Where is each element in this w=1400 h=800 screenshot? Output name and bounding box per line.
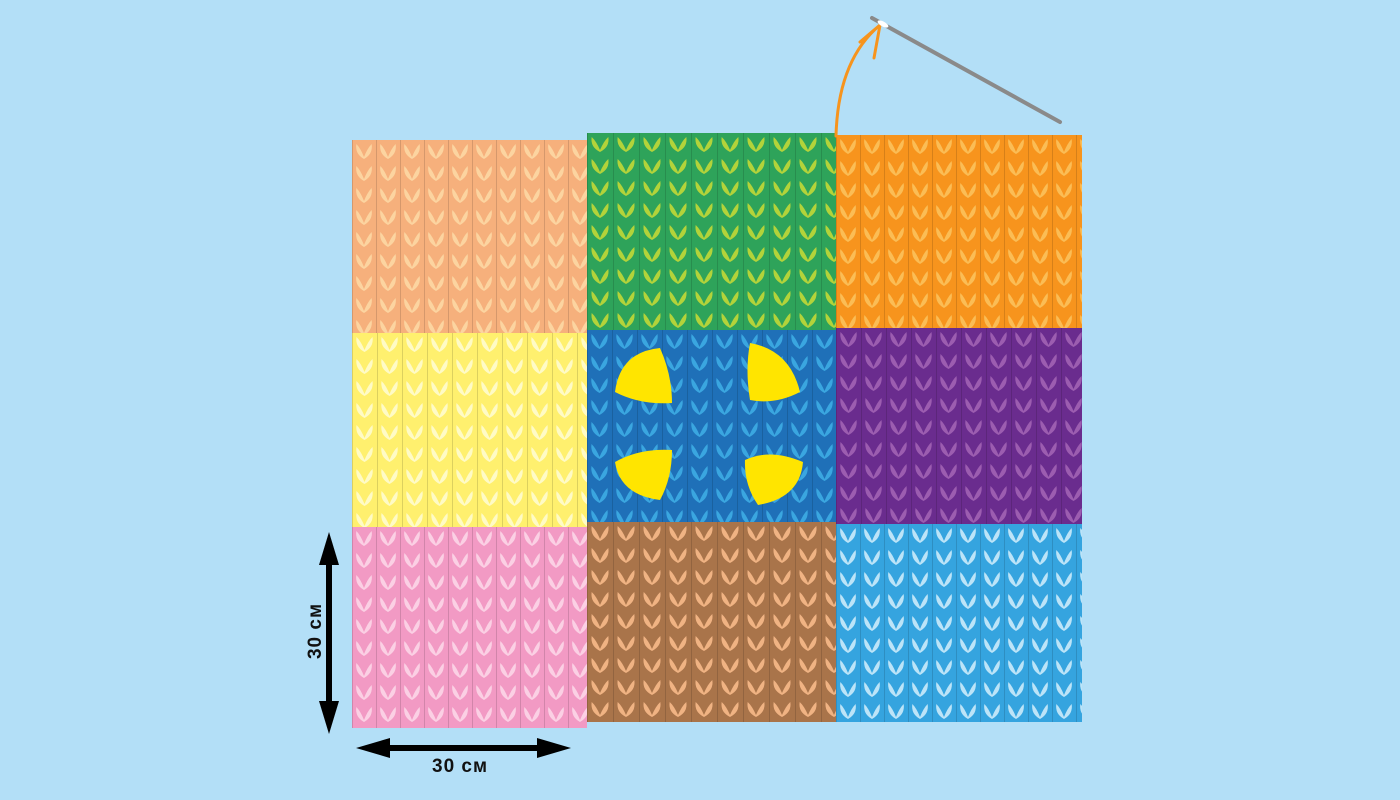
height-arrow [319,532,339,734]
needle-icon [870,16,1062,124]
thread [834,23,882,138]
yellow-patch [615,348,672,404]
needle-eye [877,20,889,28]
yellow-patch [744,454,803,505]
width-arrow [356,738,571,758]
yellow-accents [615,343,803,505]
width-label: 30 см [432,756,489,777]
square-green [587,133,836,330]
square-yellow [352,333,587,527]
square-sky [836,524,1082,722]
height-label: 30 см [305,602,326,660]
square-purple [836,328,1082,524]
square-pink [352,527,587,728]
square-blue [587,330,836,522]
square-orange [836,135,1082,328]
yellow-patch [747,343,800,402]
blanket-squares [352,133,1082,728]
yellow-patch [615,449,672,500]
square-brown [587,522,836,722]
square-peach [352,140,587,333]
